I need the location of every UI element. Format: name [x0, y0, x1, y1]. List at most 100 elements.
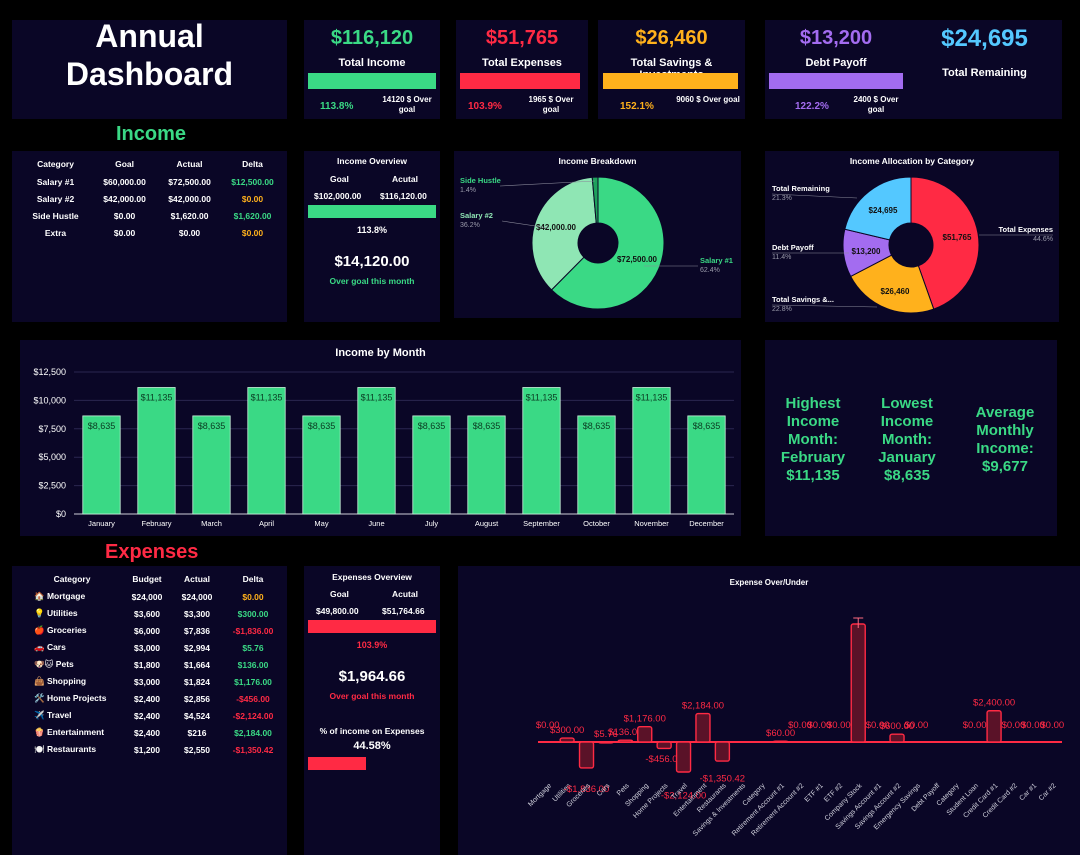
income-overview-panel: Income Overview Goal Acutal $102,000.00 … — [304, 151, 440, 322]
slice-value-label: $24,695 — [869, 206, 898, 215]
cell-category: Salary #1 — [36, 176, 75, 187]
kpi-label: Total Income — [338, 57, 406, 69]
cell-category: 🚗 Cars — [34, 642, 66, 652]
x-tick-label: Mortgage — [527, 782, 553, 808]
cell-actual: $2,994 — [184, 642, 210, 653]
data-label: $600.00 — [880, 721, 914, 732]
column-header: Category — [53, 574, 91, 584]
kpi-progress-bar — [308, 73, 436, 89]
kpi-percent: 103.9% — [468, 101, 502, 112]
kpi-progress-bar — [603, 73, 738, 89]
slice-pct-label: 22.8% — [772, 306, 792, 313]
data-label: $2,400.00 — [973, 698, 1015, 709]
table-row: ✈️ Travel $2,400 $4,524 -$2,124.00 — [22, 707, 284, 724]
cell-actual: $4,524 — [184, 710, 210, 721]
bar — [578, 741, 595, 769]
bar — [247, 387, 286, 515]
cell-delta: $0.00 — [242, 591, 264, 602]
expenses-section-title: Expenses — [105, 541, 199, 563]
table-row: Salary #2 $42,000.00 $42,000.00 $0.00 — [20, 190, 284, 207]
kpi-total-remaining: $24,695 Total Remaining — [907, 20, 1062, 119]
donut-slice — [849, 254, 935, 314]
table-row: 🚗 Cars $3,000 $2,994 $5.76 — [22, 639, 284, 656]
kpi-value: $13,200 — [799, 27, 873, 49]
data-label: $11,135 — [251, 393, 283, 403]
bar — [850, 623, 866, 743]
data-label: $0.00 — [827, 720, 851, 731]
bar — [412, 415, 451, 515]
cell-budget: $6,000 — [134, 625, 160, 636]
cell-goal: $0.00 — [113, 210, 136, 221]
data-label: $2,184.00 — [682, 701, 724, 712]
x-tick-label: Credit Card #2 — [982, 782, 1019, 819]
cell-actual: $1,620.00 — [170, 210, 209, 221]
slice-value-label: $72,500.00 — [617, 255, 658, 264]
cell-delta: -$1,350.42 — [232, 744, 274, 755]
goal-label: Goal — [330, 174, 349, 184]
kpi-note: 1965 $ Over goal — [528, 95, 574, 114]
income-by-month-chart: $0 $2,500 $5,000 $7,500 $10,000 $12,500 $8,635… — [33, 367, 734, 528]
kpi-label: Total Remaining — [942, 67, 1027, 79]
cell-delta: $2,184.00 — [234, 727, 272, 738]
cell-budget: $1,800 — [134, 659, 160, 670]
column-header: Delta — [242, 159, 263, 169]
data-label: $0.00 — [1021, 720, 1045, 731]
cell-actual: $42,000.00 — [168, 193, 211, 204]
slice-name-label: Salary #1 — [700, 256, 733, 265]
column-header: Actual — [176, 159, 203, 169]
x-tick-label: Credit Card #1 — [962, 782, 999, 819]
slice-name-label: Side Hustle — [460, 176, 501, 185]
data-label: $11,135 — [636, 393, 668, 403]
slice-name-label: Debt Payoff — [772, 243, 814, 252]
bar — [687, 415, 726, 515]
cell-budget: $3,000 — [134, 676, 160, 687]
goal-value: $49,800.00 — [316, 606, 359, 616]
expense-over-under-chart: $0.00Mortgage$300.00Utilities-$1,836.00G… — [527, 617, 1064, 838]
overview-progress-bar — [308, 620, 436, 633]
cell-category: Salary #2 — [36, 193, 75, 204]
bar — [714, 741, 731, 762]
kpi-value: $24,695 — [941, 25, 1028, 52]
table-row: Extra $0.00 $0.00 $0.00 — [20, 224, 284, 241]
kpi-note: 14120 $ Over goal — [382, 95, 432, 114]
data-label: $5.76 — [594, 729, 618, 740]
data-label: $8,635 — [473, 421, 501, 431]
cell-delta: $1,176.00 — [234, 676, 272, 687]
table-row: 🐶🐱 Pets $1,800 $1,664 $136.00 — [22, 656, 284, 673]
cell-actual: $2,550 — [184, 744, 210, 755]
cell-category: 🍽️ Restaurants — [34, 744, 97, 754]
table-row: Side Hustle $0.00 $1,620.00 $1,620.00 — [20, 207, 284, 224]
expense-table: Category Budget Actual Delta 🏠 Mortgage $… — [22, 570, 284, 758]
data-label: $11,135 — [361, 393, 393, 403]
x-tick-label: August — [475, 519, 499, 528]
cell-actual: $2,856 — [184, 693, 210, 704]
cell-budget: $1,200 — [134, 744, 160, 755]
donut-slice — [531, 176, 597, 291]
kpi-progress-bar — [769, 73, 903, 89]
leader-line — [499, 180, 596, 187]
cell-actual: $216 — [187, 727, 207, 738]
title-panel: Annual Dashboard — [12, 18, 287, 119]
data-label: $8,635 — [693, 421, 721, 431]
cell-budget: $2,400 — [134, 693, 160, 704]
table-row: 🍎 Groceries $6,000 $7,836 -$1,836.00 — [22, 622, 284, 639]
stat-highest-month: Highest Income Month: February $11,135 — [780, 395, 846, 484]
cell-goal: $60,000.00 — [103, 176, 146, 187]
donut-slice — [844, 176, 912, 241]
cell-delta: $1,620.00 — [233, 210, 272, 221]
data-label: $0.00 — [1002, 720, 1026, 731]
chart-title: Income Breakdown — [558, 156, 637, 166]
data-label: $60.00 — [766, 728, 795, 739]
data-label: $0.00 — [808, 720, 832, 731]
table-row: Salary #1 $60,000.00 $72,500.00 $12,500.… — [20, 173, 284, 190]
cell-actual: $24,000 — [181, 591, 213, 602]
income-table-panel: Category Goal Actual Delta Salary #1 $60… — [12, 151, 287, 322]
x-tick-label: July — [425, 519, 439, 528]
cell-delta: $136.00 — [237, 659, 269, 670]
column-header: Budget — [132, 574, 162, 584]
cell-actual: $1,824 — [184, 676, 210, 687]
bar — [302, 415, 341, 515]
x-tick-label: January — [88, 519, 115, 528]
x-tick-label: April — [259, 519, 274, 528]
slice-value-label: $13,200 — [852, 247, 881, 256]
